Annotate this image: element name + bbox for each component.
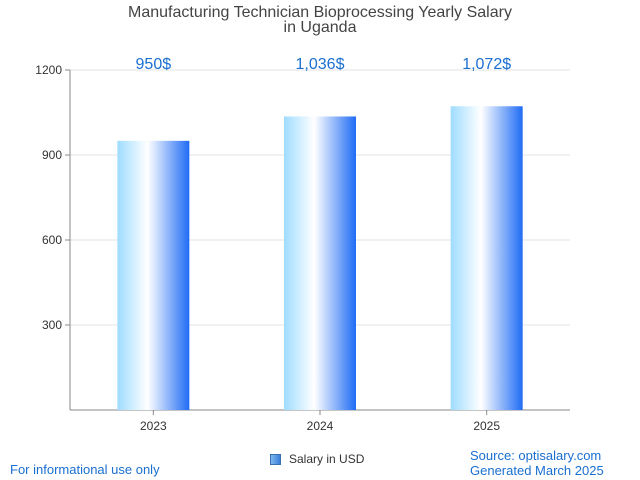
bar-2024 (284, 116, 356, 410)
bar-2025 (450, 106, 523, 411)
bar-2023 (117, 140, 190, 411)
x-tick-label: 2025 (473, 419, 500, 433)
x-tick-label: 2024 (307, 419, 334, 433)
value-label: 950$ (136, 56, 172, 73)
x-tick-label: 2023 (140, 419, 167, 433)
y-tick-label: 600 (42, 233, 62, 247)
chart-title-line-1: Manufacturing Technician Bioprocessing Y… (128, 4, 512, 21)
legend-label: Salary in USD (289, 452, 365, 466)
generated-text: Generated March 2025 (470, 463, 604, 478)
legend: Salary in USD (270, 452, 364, 466)
value-label: 1,036$ (296, 56, 345, 73)
y-tick-label: 300 (42, 318, 62, 332)
source-text[interactable]: Source: optisalary.com (470, 448, 602, 463)
disclaimer-text: For informational use only (10, 462, 160, 477)
y-tick-label: 1200 (35, 63, 62, 77)
bar-chart: 300 600 900 1200 2023 950$ 2024 1,036$ 2025 1,072… (35, 56, 570, 433)
chart-title-line-2: in Uganda (283, 19, 357, 36)
value-label: 1,072$ (462, 56, 511, 73)
y-tick-label: 900 (42, 148, 62, 162)
legend-swatch (270, 453, 281, 465)
